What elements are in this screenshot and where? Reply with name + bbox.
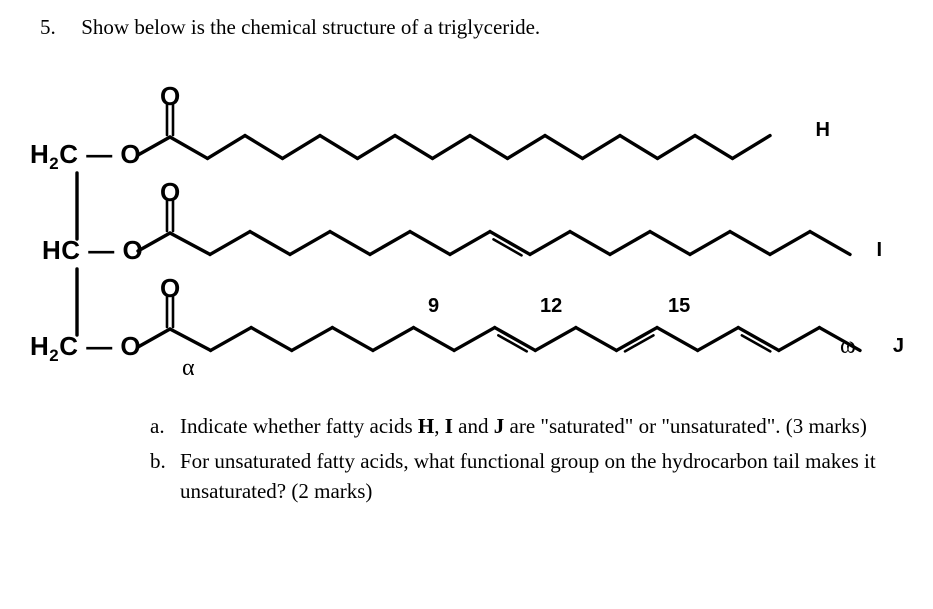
question-stem-text: Show below is the chemical structure of … (81, 15, 540, 39)
subpart-a-I: I (445, 414, 453, 438)
subpart-a-post: are "saturated" or "unsaturated". (3 mar… (504, 414, 867, 438)
subpart-b-text: For unsaturated fatty acids, what functi… (180, 446, 910, 507)
question-number: 5. (40, 14, 76, 41)
subpart-a-text: Indicate whether fatty acids H, I and J … (180, 411, 910, 441)
diagram-svg (30, 63, 900, 383)
subpart-b: b. For unsaturated fatty acids, what fun… (150, 446, 910, 507)
subpart-a-m1: , (434, 414, 445, 438)
subpart-a: a. Indicate whether fatty acids H, I and… (150, 411, 910, 441)
subpart-b-marker: b. (150, 446, 180, 507)
subpart-a-J: J (494, 414, 505, 438)
subpart-a-pre: Indicate whether fatty acids (180, 414, 418, 438)
question-stem-line: 5. Show below is the chemical structure … (40, 14, 903, 41)
subpart-a-H: H (418, 414, 434, 438)
sub-questions: a. Indicate whether fatty acids H, I and… (150, 411, 910, 506)
subpart-a-m2: and (453, 414, 494, 438)
page-root: 5. Show below is the chemical structure … (0, 0, 933, 609)
triglyceride-diagram: H2C — O HC — O H2C — O O O O H I J 9 12 … (30, 63, 900, 383)
subpart-a-marker: a. (150, 411, 180, 441)
